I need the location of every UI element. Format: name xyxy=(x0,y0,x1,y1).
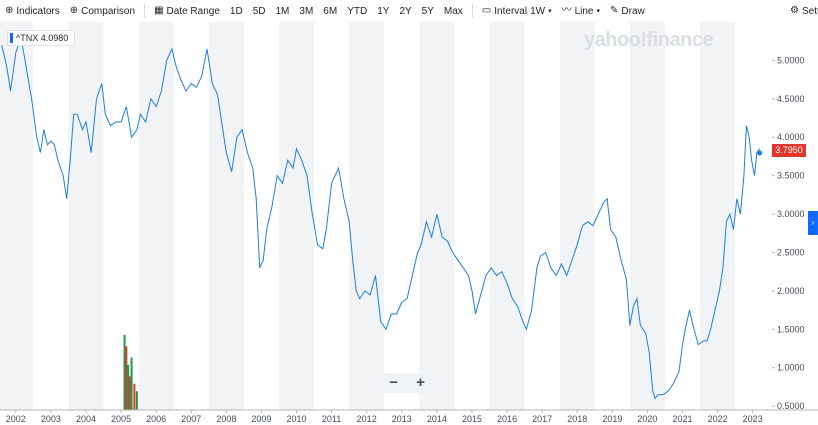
chart-toolbar: ⊕ Indicators ⊕ Comparison ▦ Date Range 1… xyxy=(0,0,818,22)
volume-bar xyxy=(123,335,126,410)
toolbar-divider xyxy=(144,4,146,18)
range-3m-button[interactable]: 3M xyxy=(299,5,314,17)
plus-circle-icon: ⊕ xyxy=(5,5,14,16)
x-tick-label: 2017 xyxy=(532,414,552,424)
y-tick-label: 3.5000 xyxy=(777,171,805,181)
year-bands xyxy=(0,22,736,410)
chevron-down-icon: ▾ xyxy=(548,8,552,15)
y-axis: 0.5000 1.0000 1.5000 2.0000 2.5000 3.0000 3.50… xyxy=(772,55,805,411)
x-tick-label: 2009 xyxy=(251,414,271,424)
x-tick-label: 2023 xyxy=(743,414,763,424)
y-tick-label: 2.0000 xyxy=(777,286,805,296)
pencil-icon: ✎ xyxy=(610,5,619,16)
indicators-button[interactable]: ⊕ Indicators xyxy=(0,6,65,17)
chevron-down-icon: ▾ xyxy=(596,8,600,15)
x-tick-label: 2002 xyxy=(6,414,26,424)
settings-label: Setti xyxy=(801,6,818,17)
x-tick-label: 2022 xyxy=(708,414,728,424)
x-tick-label: 2015 xyxy=(462,414,482,424)
volume-bar xyxy=(135,391,138,410)
x-tick-label: 2003 xyxy=(41,414,61,424)
zoom-in-button[interactable]: + xyxy=(416,374,425,391)
x-tick-label: 2021 xyxy=(673,414,693,424)
last-price-dot xyxy=(757,150,763,156)
calendar-icon: ▦ xyxy=(154,5,164,16)
date-range-button[interactable]: ▦ Date Range xyxy=(149,6,225,17)
interval-value: 1W xyxy=(530,5,546,17)
y-tick-label: 1.5000 xyxy=(777,324,805,334)
x-tick-label: 2014 xyxy=(427,414,447,424)
range-1d-button[interactable]: 1D xyxy=(229,5,243,17)
chart-type-label: Line xyxy=(574,5,594,17)
x-tick-label: 2018 xyxy=(567,414,587,424)
draw-button[interactable]: ✎ Draw xyxy=(605,6,650,17)
x-axis: 2002 2003 2004 2005 2006 2007 2008 2009 2010 2011… xyxy=(0,409,818,424)
y-tick-label: 0.5000 xyxy=(777,401,805,411)
x-tick-label: 2005 xyxy=(111,414,131,424)
year-band xyxy=(208,22,244,410)
x-tick-label: 2016 xyxy=(497,414,517,424)
year-band xyxy=(278,22,315,410)
year-band xyxy=(349,22,385,410)
chevron-right-icon[interactable]: › xyxy=(808,211,818,235)
interval-dropdown[interactable]: ▭ Interval 1W ▾ xyxy=(477,6,557,17)
comparison-button[interactable]: ⊕ Comparison xyxy=(65,6,140,17)
ticker-label: ^TNX 4.0980 xyxy=(7,30,76,46)
plus-circle-icon: ⊕ xyxy=(69,5,79,16)
x-tick-label: 2012 xyxy=(357,414,377,424)
zoom-out-button[interactable]: − xyxy=(389,374,398,391)
comparison-label: Comparison xyxy=(81,5,136,17)
range-6m-button[interactable]: 6M xyxy=(323,5,338,17)
indicators-label: Indicators xyxy=(16,5,60,17)
y-tick-label: 2.5000 xyxy=(777,247,805,257)
year-band xyxy=(559,22,595,410)
range-5y-button[interactable]: 5Y xyxy=(421,5,434,17)
interval-label: Interval xyxy=(494,5,528,17)
current-price-badge: 3.7950 xyxy=(772,144,806,157)
volume-bar xyxy=(130,357,133,410)
x-tick-label: 2004 xyxy=(76,414,96,424)
x-tick-label: 2011 xyxy=(322,414,341,424)
range-1m-button[interactable]: 1M xyxy=(275,5,290,17)
gear-icon: ⚙ xyxy=(790,5,799,16)
y-tick-label: 3.0000 xyxy=(777,209,805,219)
x-tick-label: 2008 xyxy=(216,414,236,424)
y-tick-label: 4.5000 xyxy=(777,94,805,104)
x-tick-label: 2007 xyxy=(181,414,201,424)
draw-label: Draw xyxy=(621,5,645,17)
year-band xyxy=(629,22,665,410)
price-chart[interactable]: 0.5000 1.0000 1.5000 2.0000 2.5000 3.0000 3.50… xyxy=(0,22,818,425)
yahoo-finance-logo: yahoo!finance xyxy=(584,29,714,51)
volume-bar xyxy=(128,376,131,410)
year-band xyxy=(138,22,174,410)
x-tick-label: 2006 xyxy=(146,414,166,424)
year-band xyxy=(489,22,525,410)
interval-icon: ▭ xyxy=(481,5,492,16)
range-5d-button[interactable]: 5D xyxy=(252,5,266,17)
zoom-controls: − + xyxy=(380,373,434,393)
volume-bar xyxy=(125,346,128,410)
range-1y-button[interactable]: 1Y xyxy=(377,5,390,17)
settings-button[interactable]: ⚙ Setti xyxy=(790,5,818,18)
range-2y-button[interactable]: 2Y xyxy=(399,5,412,17)
year-band xyxy=(68,22,104,410)
y-tick-label: 1.0000 xyxy=(777,363,805,373)
year-band xyxy=(0,22,34,410)
y-tick-label: 5.0000 xyxy=(777,55,805,65)
x-tick-label: 2019 xyxy=(602,414,622,424)
line-chart-icon: 〰 xyxy=(561,5,572,16)
x-tick-label: 2020 xyxy=(637,414,657,424)
range-ytd-button[interactable]: YTD xyxy=(347,5,368,17)
chart-type-dropdown[interactable]: 〰 Line ▾ xyxy=(557,6,605,17)
volume-bars xyxy=(123,335,138,410)
date-range-label: Date Range xyxy=(166,5,220,17)
x-tick-label: 2013 xyxy=(392,414,412,424)
price-line xyxy=(1,37,761,400)
volume-bar xyxy=(133,383,136,410)
y-tick-label: 4.0000 xyxy=(777,132,805,142)
toolbar-divider xyxy=(471,4,473,18)
volume-bar xyxy=(127,365,130,410)
range-max-button[interactable]: Max xyxy=(443,5,463,17)
x-tick-label: 2010 xyxy=(287,414,307,424)
